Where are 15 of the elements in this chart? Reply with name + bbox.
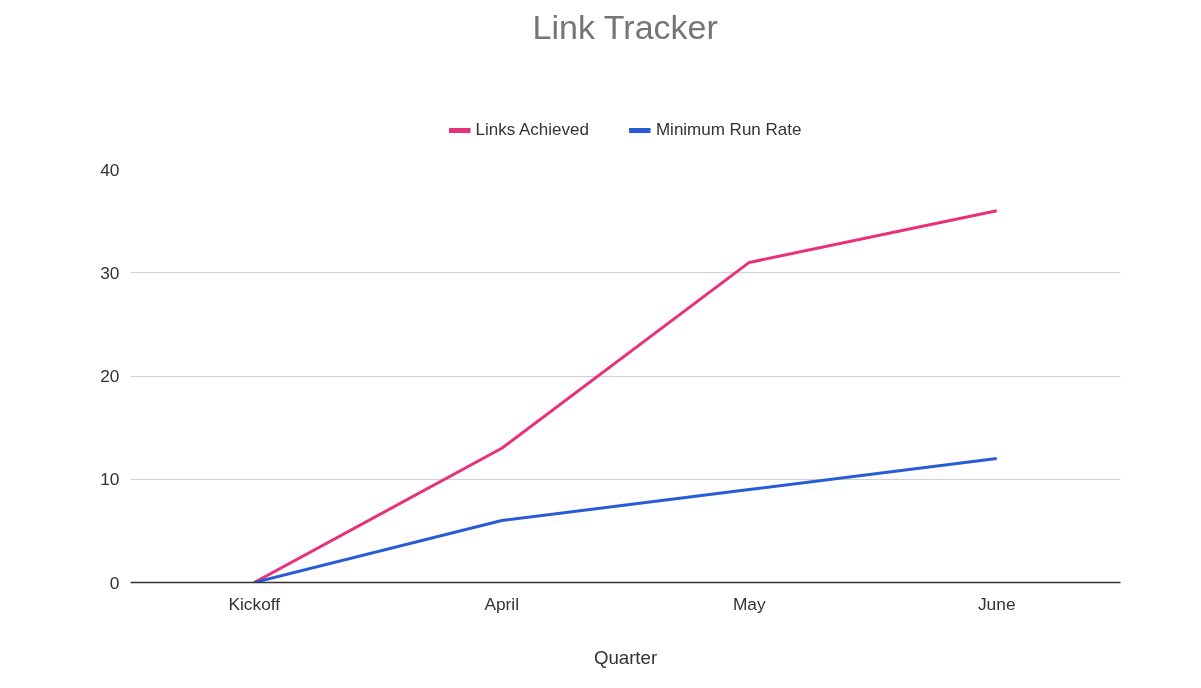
x-axis-title: Quarter (593, 646, 658, 668)
x-tick-label: Kickoff (228, 593, 281, 614)
legend-label: Links Achieved (475, 120, 589, 140)
chart-title: Link Tracker (532, 7, 718, 46)
y-tick-label: 10 (100, 469, 120, 490)
line-series (252, 457, 999, 583)
y-tick-label: 20 (100, 366, 120, 386)
y-tick-label: 40 (100, 159, 120, 180)
legend-label: Minimum Run Rate (655, 120, 802, 140)
x-tick-label: June (977, 593, 1016, 614)
y-tick-label: 0 (109, 572, 120, 593)
line-series (252, 209, 999, 583)
y-tick-label: 30 (100, 262, 120, 283)
x-tick-label: May (732, 593, 766, 614)
x-tick-label: April (484, 593, 520, 614)
